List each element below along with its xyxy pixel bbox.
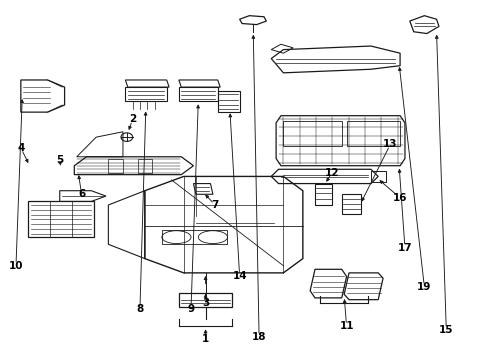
Text: 7: 7 <box>211 200 219 210</box>
Text: 13: 13 <box>382 139 397 149</box>
Text: 10: 10 <box>9 261 23 271</box>
Text: 11: 11 <box>339 321 353 332</box>
Text: 8: 8 <box>136 303 143 314</box>
Text: 15: 15 <box>438 325 452 335</box>
Text: 17: 17 <box>397 243 411 253</box>
Text: 2: 2 <box>129 114 136 124</box>
Text: 16: 16 <box>392 193 407 203</box>
Text: 19: 19 <box>416 282 431 292</box>
Text: 4: 4 <box>17 143 24 153</box>
Text: 1: 1 <box>202 334 209 344</box>
Text: 18: 18 <box>251 332 266 342</box>
Text: 6: 6 <box>78 189 85 199</box>
Text: 5: 5 <box>56 156 63 165</box>
Text: 12: 12 <box>324 168 339 178</box>
Text: 3: 3 <box>202 298 209 308</box>
Text: 9: 9 <box>187 303 194 314</box>
Text: 14: 14 <box>232 271 246 282</box>
